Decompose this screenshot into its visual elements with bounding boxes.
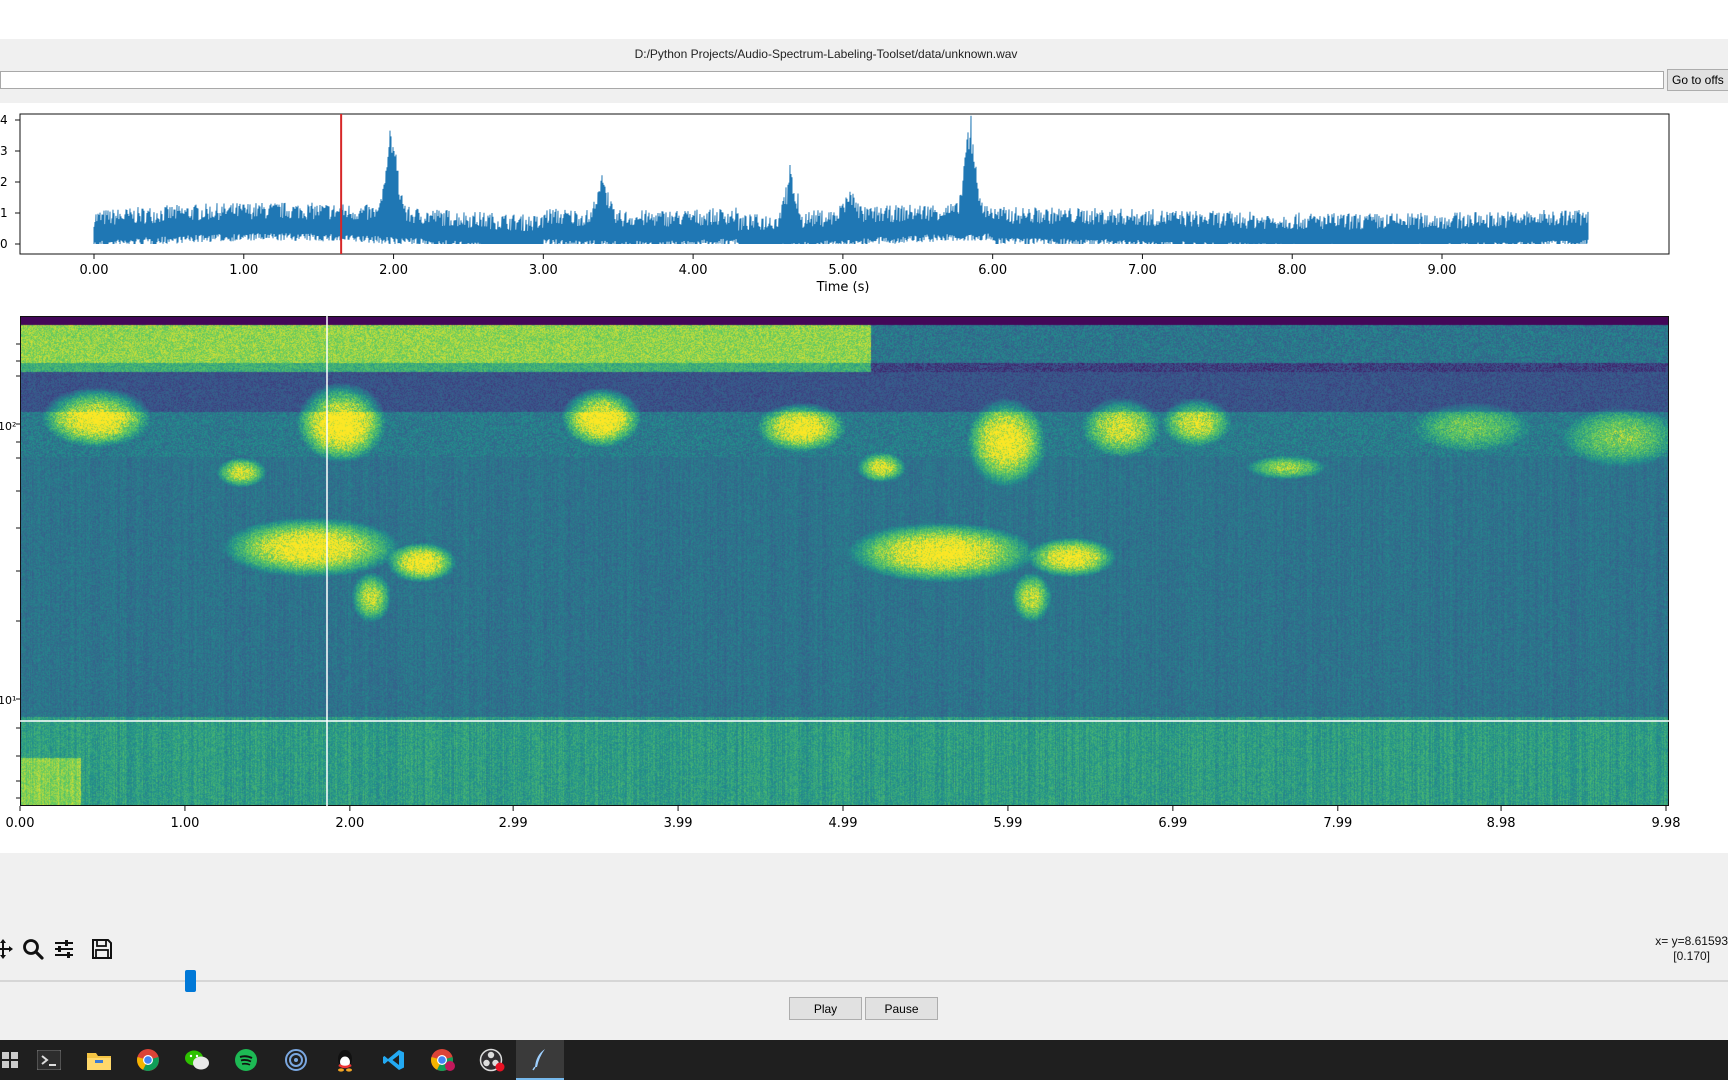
chrome-profile-icon [431, 1049, 455, 1071]
waveform-x-tick-label: 1.00 [229, 263, 258, 278]
taskbar-file-explorer[interactable] [75, 1040, 123, 1080]
spectrogram-x-ticks: 0.00 1.00 2.00 2.99 3.99 4.99 5.99 6.99 7.99 8.98… [6, 806, 1681, 831]
spectrogram-x-tick-label: 7.99 [1323, 816, 1352, 831]
waveform-y-tick-label: 3 [0, 144, 8, 158]
pan-icon [0, 939, 13, 959]
waveform-y-ticks: 0 1 2 3 4 [0, 113, 20, 251]
waveform-y-tick-label: 0 [0, 237, 8, 251]
qq-icon [338, 1050, 352, 1072]
file-path-label: D:/Python Projects/Audio-Spectrum-Labeli… [634, 47, 1018, 61]
spectrogram-y-tick-label: 10¹ [0, 694, 16, 707]
wechat-icon [185, 1050, 209, 1070]
save-icon [92, 939, 112, 959]
play-button[interactable]: Play [789, 997, 862, 1020]
pan-button[interactable] [0, 934, 18, 964]
waveform-x-tick-label: 7.00 [1128, 263, 1157, 278]
spectrogram-x-axis: 0.00 1.00 2.00 2.99 3.99 4.99 5.99 6.99 7.99 8.98… [6, 806, 1681, 831]
waveform-x-ticks: 0.00 1.00 2.00 3.00 4.00 5.00 6.00 7.00 8.00 9.00 [80, 254, 1457, 278]
obs-icon [479, 1048, 505, 1072]
taskbar-chrome[interactable] [124, 1040, 172, 1080]
spectrogram-crosshair [20, 316, 1669, 806]
configure-subplots-button[interactable] [49, 934, 79, 964]
spectrogram-x-tick-label: 2.00 [335, 816, 364, 831]
start-icon [2, 1052, 18, 1068]
waveform-line [93, 115, 1589, 245]
waveform-x-tick-label: 2.00 [379, 263, 408, 278]
spectrogram-x-tick-label: 4.99 [829, 816, 858, 831]
taskbar-wechat[interactable] [173, 1040, 221, 1080]
waveform-y-tick-label: 1 [0, 206, 8, 220]
coordinate-readout-line1: x= y=8.61593 [1655, 934, 1728, 948]
spectrogram-x-tick-label: 3.99 [664, 816, 693, 831]
spectrogram-image[interactable] [20, 316, 1669, 806]
chrome-icon [137, 1049, 159, 1071]
podcast-icon [285, 1049, 307, 1071]
taskbar-obs[interactable] [468, 1040, 516, 1080]
save-figure-button[interactable] [87, 934, 117, 964]
waveform-x-tick-label: 0.00 [80, 263, 109, 278]
taskbar-terminal[interactable] [25, 1040, 73, 1080]
waveform-plot[interactable]: 0 1 2 3 4 0.00 1.00 2.00 3.00 4.00 5.00 6.00 7.00 8.… [0, 103, 1728, 293]
spectrogram-x-tick-label: 9.98 [1652, 816, 1681, 831]
go-to-offset-button[interactable]: Go to offs [1667, 69, 1728, 91]
file-explorer-icon [87, 1053, 111, 1070]
spectrogram-y-tick-label: 10² [0, 420, 16, 433]
playback-slider-handle[interactable] [185, 970, 196, 992]
coordinate-readout: x= y=8.61593 [0.170] [1620, 934, 1728, 964]
taskbar-qq[interactable] [321, 1040, 369, 1080]
offset-input[interactable] [0, 71, 1664, 89]
taskbar-vscode[interactable] [370, 1040, 418, 1080]
vscode-icon [383, 1050, 404, 1070]
waveform-x-tick-label: 6.00 [978, 263, 1007, 278]
spectrogram-x-tick-label: 8.98 [1487, 816, 1516, 831]
zoom-icon [23, 939, 44, 960]
terminal-icon [37, 1050, 61, 1070]
taskbar-chrome-profile[interactable] [419, 1040, 467, 1080]
spectrogram-x-tick-label: 0.00 [6, 816, 35, 831]
waveform-x-tick-label: 3.00 [529, 263, 558, 278]
waveform-y-tick-label: 2 [0, 175, 8, 189]
waveform-y-tick-label: 4 [0, 113, 8, 127]
configure-subplots-icon [55, 940, 73, 958]
waveform-x-tick-label: 4.00 [679, 263, 708, 278]
waveform-x-tick-label: 5.00 [828, 263, 857, 278]
taskbar-feather-app[interactable] [516, 1040, 564, 1080]
waveform-x-tick-label: 8.00 [1278, 263, 1307, 278]
taskbar [0, 1040, 1728, 1080]
playback-slider-track[interactable] [0, 980, 1728, 982]
pause-button[interactable]: Pause [865, 997, 938, 1020]
taskbar-spotify[interactable] [222, 1040, 270, 1080]
coordinate-readout-line2: [0.170] [1673, 949, 1710, 963]
zoom-button[interactable] [18, 934, 48, 964]
spectrogram-x-tick-label: 1.00 [170, 816, 199, 831]
taskbar-start[interactable] [0, 1040, 34, 1080]
spectrogram-canvas[interactable] [21, 317, 1668, 805]
spotify-icon [235, 1049, 257, 1071]
spectrogram-x-tick-label: 5.99 [993, 816, 1022, 831]
spectrogram-y-axis: 10² 10¹ [0, 343, 20, 799]
waveform-x-label: Time (s) [816, 280, 870, 293]
feather-app-icon [532, 1049, 545, 1071]
waveform-x-tick-label: 9.00 [1428, 263, 1457, 278]
taskbar-podcast[interactable] [272, 1040, 320, 1080]
spectrogram-x-tick-label: 6.99 [1158, 816, 1187, 831]
spectrogram-x-tick-label: 2.99 [499, 816, 528, 831]
